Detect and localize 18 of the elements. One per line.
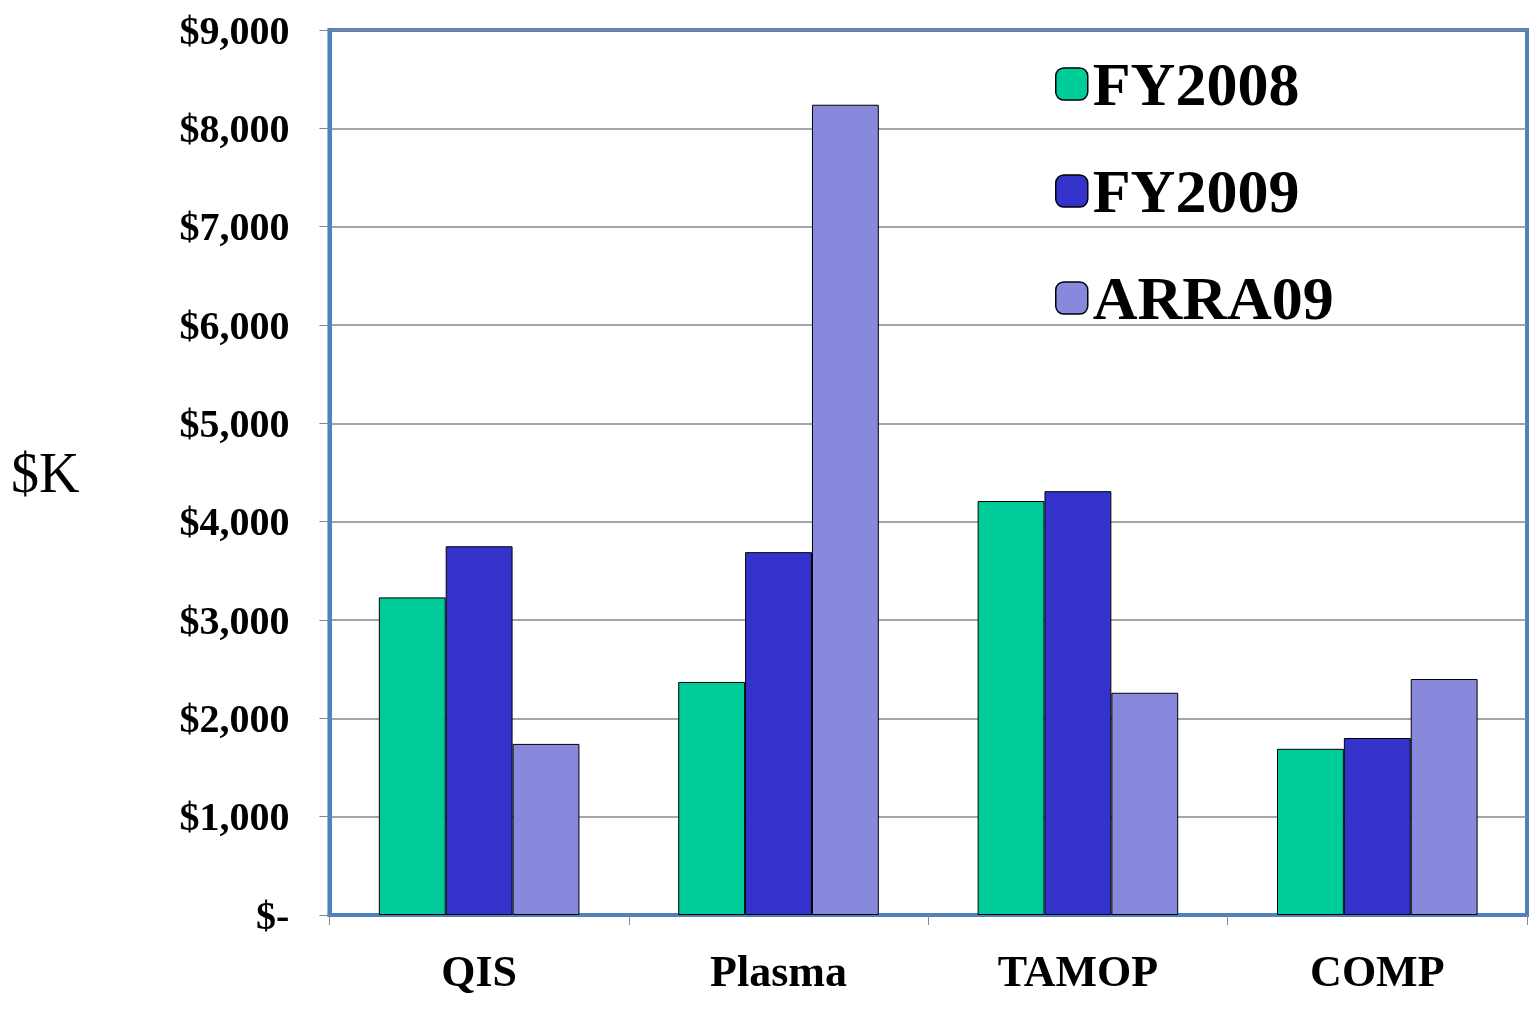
x-tick-label: COMP: [1310, 946, 1445, 996]
y-axis-title: $K: [10, 441, 80, 504]
y-tick-label: $4,000: [179, 499, 290, 545]
y-tick-label: $9,000: [179, 7, 290, 53]
legend-label: FY2008: [1092, 50, 1300, 118]
legend-label: ARRA09: [1092, 264, 1334, 332]
y-tick-label: $3,000: [179, 597, 290, 643]
legend-label: FY2009: [1092, 157, 1300, 225]
y-tick-label: $7,000: [179, 204, 290, 250]
x-tick-label: Plasma: [710, 946, 847, 996]
y-tick-label: $1,000: [179, 794, 290, 840]
x-tick-label: QIS: [441, 946, 518, 996]
y-tick-label: $2,000: [179, 695, 290, 741]
y-tick-label: $6,000: [179, 302, 290, 348]
x-tick-label: TAMOP: [997, 946, 1159, 996]
y-tick-label: $8,000: [179, 105, 290, 151]
y-tick-label: $-: [256, 892, 290, 938]
y-tick-label: $5,000: [179, 400, 290, 446]
